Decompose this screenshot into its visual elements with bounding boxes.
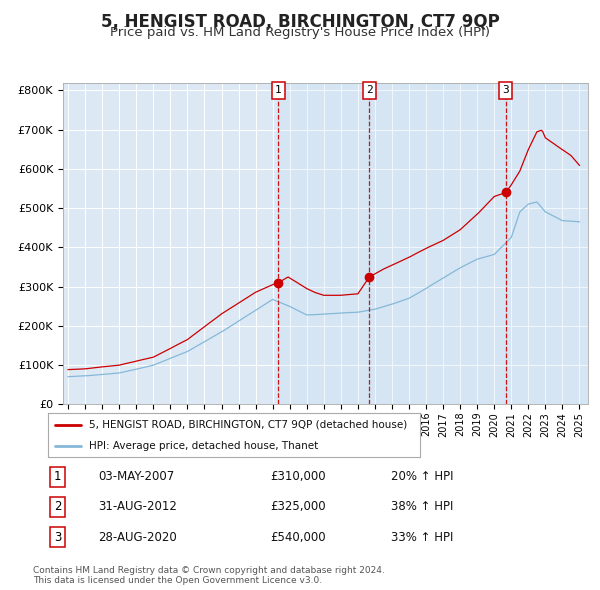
- Text: 38% ↑ HPI: 38% ↑ HPI: [391, 500, 454, 513]
- Text: 3: 3: [502, 86, 509, 96]
- Text: 2: 2: [366, 86, 373, 96]
- Text: Contains HM Land Registry data © Crown copyright and database right 2024.
This d: Contains HM Land Registry data © Crown c…: [33, 566, 385, 585]
- Text: 1: 1: [275, 86, 281, 96]
- Bar: [278, 83, 370, 404]
- Text: 2: 2: [54, 500, 61, 513]
- Text: 31-AUG-2012: 31-AUG-2012: [98, 500, 177, 513]
- Text: 20% ↑ HPI: 20% ↑ HPI: [391, 470, 454, 483]
- Bar: [370, 83, 506, 404]
- Text: £310,000: £310,000: [270, 470, 325, 483]
- Text: £325,000: £325,000: [270, 500, 325, 513]
- Text: 33% ↑ HPI: 33% ↑ HPI: [391, 530, 454, 543]
- Text: 5, HENGIST ROAD, BIRCHINGTON, CT7 9QP: 5, HENGIST ROAD, BIRCHINGTON, CT7 9QP: [101, 13, 499, 31]
- Text: 28-AUG-2020: 28-AUG-2020: [98, 530, 177, 543]
- Text: HPI: Average price, detached house, Thanet: HPI: Average price, detached house, Than…: [89, 441, 318, 451]
- Text: 5, HENGIST ROAD, BIRCHINGTON, CT7 9QP (detached house): 5, HENGIST ROAD, BIRCHINGTON, CT7 9QP (d…: [89, 419, 407, 430]
- Text: 03-MAY-2007: 03-MAY-2007: [98, 470, 175, 483]
- Bar: [506, 83, 588, 404]
- Text: 1: 1: [54, 470, 61, 483]
- Text: 3: 3: [54, 530, 61, 543]
- Text: Price paid vs. HM Land Registry's House Price Index (HPI): Price paid vs. HM Land Registry's House …: [110, 26, 490, 39]
- Text: £540,000: £540,000: [270, 530, 325, 543]
